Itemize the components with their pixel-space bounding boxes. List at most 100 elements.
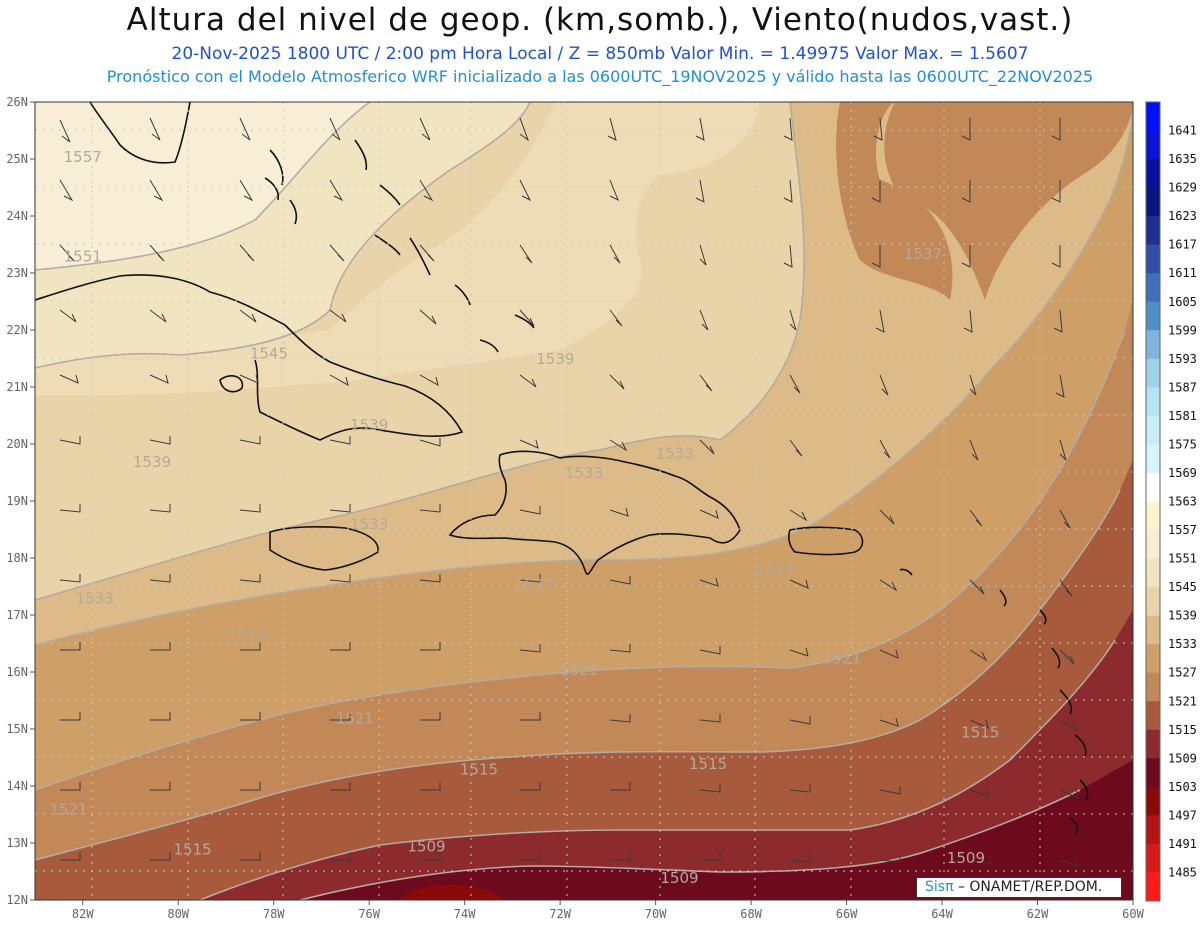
lat-tick-label: 13N (6, 836, 28, 850)
colorbar: 1641 1635 1629 1623 1617 1611 1605 1599 1593 1587… (1145, 101, 1197, 902)
colorbar-level-label: 1629 (1168, 181, 1197, 195)
colorbar-swatch (1146, 102, 1160, 132)
colorbar-level-label: 1557 (1168, 523, 1197, 537)
lon-tick-label: 70W (645, 907, 667, 921)
colorbar-level-label: 1527 (1168, 666, 1197, 680)
contour-label: 1521 (823, 649, 861, 667)
colorbar-level-label: 1551 (1168, 552, 1197, 566)
colorbar-swatch (1146, 530, 1160, 560)
lon-tick-label: 74W (454, 907, 476, 921)
colorbar-level-label: 1641 (1168, 124, 1197, 138)
colorbar-swatch (1146, 644, 1160, 674)
colorbar-swatch (1146, 159, 1160, 189)
colorbar-swatch (1146, 872, 1160, 902)
colorbar-swatch (1146, 815, 1160, 845)
contour-label: 1539 (350, 416, 388, 434)
colorbar-swatch (1146, 187, 1160, 217)
contour-label: 1509 (947, 849, 985, 867)
contour-label: 1533 (350, 516, 388, 534)
lat-tick-label: 16N (6, 665, 28, 679)
colorbar-level-label: 1635 (1168, 152, 1197, 166)
colorbar-swatch (1146, 330, 1160, 360)
colorbar-level-label: 1611 (1168, 266, 1197, 280)
model-info-subtitle: Pronóstico con el Modelo Atmosferico WRF… (106, 67, 1094, 86)
lat-tick-label: 26N (6, 95, 28, 109)
shaded-field (35, 102, 1133, 900)
colorbar-level-label: 1593 (1168, 352, 1197, 366)
contour-label: 1537 (904, 245, 942, 263)
coastlines (35, 102, 1089, 835)
lon-tick-label: 62W (1027, 907, 1049, 921)
contour-label: 1521 (560, 661, 598, 679)
contour-label: 1521 (336, 709, 374, 727)
colorbar-swatch (1146, 558, 1160, 588)
colorbar-swatch (1146, 244, 1160, 274)
colorbar-swatch (1146, 758, 1160, 788)
colorbar-swatch (1146, 615, 1160, 645)
colorbar-swatch (1146, 587, 1160, 617)
colorbar-swatch (1146, 729, 1160, 759)
colorbar-swatch (1146, 301, 1160, 331)
colorbar-swatch (1146, 786, 1160, 816)
lat-tick-label: 17N (6, 608, 28, 622)
colorbar-level-label: 1605 (1168, 295, 1197, 309)
lon-tick-label: 76W (358, 907, 380, 921)
colorbar-level-label: 1581 (1168, 409, 1197, 423)
wind-barbs (59, 117, 1079, 867)
lat-tick-label: 25N (6, 152, 28, 166)
contour-label: 1527 (515, 575, 553, 593)
lat-tick-label: 22N (6, 323, 28, 337)
colorbar-level-label: 1497 (1168, 808, 1197, 822)
contour-label: 1521 (49, 801, 87, 819)
contour-label: 1515 (173, 840, 211, 858)
colorbar-swatch (1146, 501, 1160, 531)
map-title: Altura del nivel de geop. (km,somb.), Vi… (126, 2, 1074, 38)
forecast-time-subtitle: 20-Nov-2025 1800 UTC / 2:00 pm Hora Loca… (171, 44, 1029, 64)
colorbar-level-label: 1515 (1168, 723, 1197, 737)
colorbar-swatch (1146, 216, 1160, 246)
contour-label: 1515 (961, 724, 999, 742)
lon-tick-label: 60W (1122, 907, 1144, 921)
colorbar-level-label: 1485 (1168, 865, 1197, 879)
contour-label: 1539 (133, 453, 171, 471)
axis-ticks: 82W 80W 78W 76W 74W 72W 70W 68W 66W 64W 62W 60W 26N 2… (6, 95, 1144, 921)
contour-label: 1509 (407, 838, 445, 856)
contour-label: 1515 (689, 755, 727, 773)
lat-tick-label: 21N (6, 380, 28, 394)
contour-label: 1533 (565, 464, 603, 482)
contour-label: 1533 (656, 444, 694, 462)
lon-tick-label: 68W (740, 907, 762, 921)
colorbar-level-label: 1617 (1168, 238, 1197, 252)
colorbar-swatch (1146, 843, 1160, 873)
colorbar-swatch (1146, 672, 1160, 702)
lat-tick-label: 18N (6, 551, 28, 565)
colorbar-swatch (1146, 387, 1160, 417)
colorbar-swatch (1146, 273, 1160, 303)
lon-tick-label: 72W (549, 907, 571, 921)
colorbar-swatch (1146, 444, 1160, 474)
colorbar-level-label: 1509 (1168, 751, 1197, 765)
sispi-brand: Sisπ (925, 879, 954, 895)
lon-tick-label: 78W (263, 907, 285, 921)
lon-tick-label: 66W (836, 907, 858, 921)
contour-label: 1557 (64, 148, 102, 166)
lat-tick-label: 20N (6, 437, 28, 451)
lat-tick-label: 15N (6, 722, 28, 736)
lat-tick-label: 24N (6, 209, 28, 223)
logo-text: – ONAMET/REP.DOM. (953, 879, 1103, 895)
contour-labels: 1557 1551 1545 1539 1539 1539 1533 1533 1533 1533… (49, 148, 999, 887)
lat-tick-label: 23N (6, 266, 28, 280)
contour-label: 1509 (660, 869, 698, 887)
colorbar-level-label: 1599 (1168, 323, 1197, 337)
colorbar-level-label: 1503 (1168, 780, 1197, 794)
onamet-logo: Sisπ – ONAMET/REP.DOM. (916, 877, 1122, 898)
contour-label: 1539 (536, 350, 574, 368)
lon-tick-label: 64W (931, 907, 953, 921)
contour-label: 1551 (64, 248, 102, 266)
colorbar-level-label: 1545 (1168, 580, 1197, 594)
lat-tick-label: 12N (6, 893, 28, 907)
colorbar-frame (1145, 101, 1161, 902)
contour-label: 1515 (460, 761, 498, 779)
lon-tick-label: 80W (167, 907, 189, 921)
